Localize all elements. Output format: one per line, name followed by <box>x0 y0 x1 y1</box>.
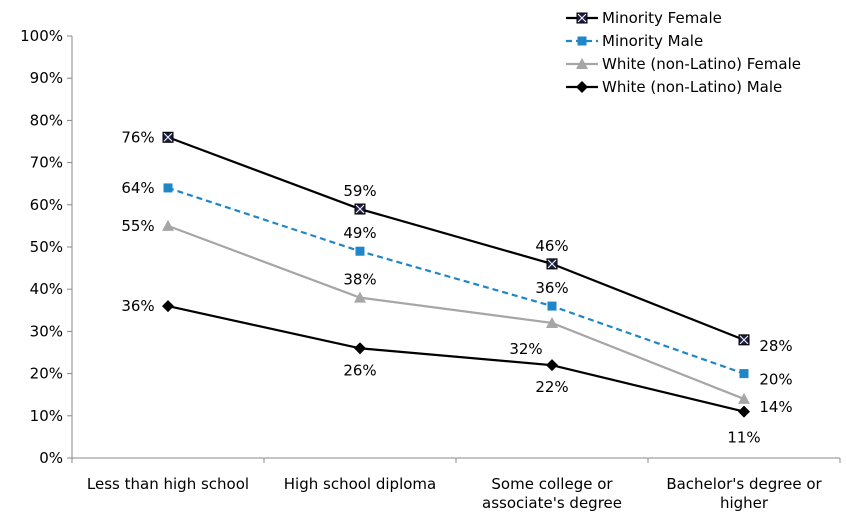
y-tick-label: 30% <box>30 322 63 340</box>
legend-label: Minority Male <box>602 32 703 50</box>
legend-item: White (non-Latino) Male <box>566 78 782 96</box>
data-point <box>738 405 750 418</box>
series-line <box>167 136 745 341</box>
data-point <box>162 219 174 231</box>
y-tick-label: 20% <box>30 365 63 383</box>
data-point <box>162 300 174 313</box>
series-white-non-latino-male: 36% 26% 22% 11% <box>121 297 760 447</box>
data-label: 11% <box>727 429 760 447</box>
y-axis: 0% 10% 20% 30% 40% 50% 60% 70% 80% 90% 100% <box>20 27 73 467</box>
data-label: 76% <box>121 128 154 146</box>
x-tick-label: Some college or associate's degree <box>482 475 622 512</box>
series-white-non-latino-female: 55% 38% 32% 14% <box>121 217 792 416</box>
legend-item: White (non-Latino) Female <box>566 55 801 73</box>
data-label: 59% <box>343 182 376 200</box>
series-line <box>167 224 745 400</box>
data-point <box>546 359 558 372</box>
y-tick-label: 100% <box>20 27 63 45</box>
data-point <box>547 301 557 311</box>
data-label: 20% <box>759 371 792 389</box>
data-point <box>546 258 558 270</box>
data-label: 14% <box>759 398 792 416</box>
series-line <box>167 186 745 375</box>
legend-marker <box>577 36 587 46</box>
data-label: 36% <box>121 297 154 315</box>
x-tick-label: Bachelor's degree or higher <box>666 475 822 512</box>
data-point <box>354 203 366 215</box>
data-point <box>354 342 366 355</box>
y-tick-label: 40% <box>30 280 63 298</box>
data-label: 55% <box>121 217 154 235</box>
data-label: 22% <box>535 378 568 396</box>
data-point <box>739 369 749 379</box>
y-tick-label: 0% <box>39 449 63 467</box>
legend-label: White (non-Latino) Male <box>602 78 782 96</box>
y-tick-label: 90% <box>30 69 63 87</box>
data-label: 26% <box>343 361 376 379</box>
data-point <box>738 334 750 346</box>
legend-item: Minority Female <box>566 9 722 27</box>
series-minority-female: 76% 59% 46% 28% <box>121 128 792 355</box>
x-axis: Less than high school High school diploma… <box>71 457 841 512</box>
y-tick-label: 70% <box>30 154 63 172</box>
data-point <box>355 246 365 256</box>
y-tick-label: 60% <box>30 196 63 214</box>
series-layer: 76% 59% 46% 28% 64% 49% 36% 20% 55% 38% 32% 14% 36% 2… <box>121 128 792 446</box>
data-point <box>546 316 558 328</box>
data-point <box>354 291 366 303</box>
series-line <box>167 305 745 413</box>
data-label: 28% <box>759 337 792 355</box>
y-tick-label: 50% <box>30 238 63 256</box>
series-minority-male: 64% 49% 36% 20% <box>121 179 792 389</box>
x-tick-label: High school diploma <box>284 475 436 493</box>
data-label: 49% <box>343 224 376 242</box>
data-label: 38% <box>343 271 376 289</box>
legend-marker <box>576 12 588 24</box>
data-point <box>163 183 173 193</box>
legend-marker <box>576 81 588 93</box>
data-label: 64% <box>121 179 154 197</box>
legend-label: White (non-Latino) Female <box>602 55 801 73</box>
data-label: 32% <box>509 340 542 358</box>
y-tick-label: 10% <box>30 407 63 425</box>
data-point <box>162 131 174 143</box>
data-label: 46% <box>535 237 568 255</box>
legend-marker <box>576 58 588 69</box>
legend: Minority Female Minority Male White (non-L… <box>566 9 801 96</box>
data-point <box>738 392 750 404</box>
data-label: 36% <box>535 279 568 297</box>
x-tick-label: Less than high school <box>87 475 249 493</box>
y-tick-label: 80% <box>30 111 63 129</box>
legend-label: Minority Female <box>602 9 722 27</box>
legend-item: Minority Male <box>566 32 703 50</box>
